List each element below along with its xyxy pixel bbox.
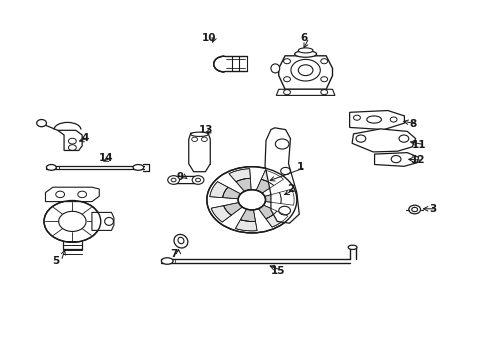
Circle shape: [206, 167, 296, 233]
Polygon shape: [45, 187, 99, 202]
Polygon shape: [265, 211, 287, 227]
Polygon shape: [264, 128, 299, 223]
Circle shape: [290, 59, 320, 81]
Text: 2: 2: [287, 184, 294, 194]
Ellipse shape: [46, 165, 56, 170]
Ellipse shape: [347, 245, 356, 249]
Polygon shape: [211, 206, 231, 222]
Text: 1: 1: [297, 162, 304, 172]
Polygon shape: [92, 212, 114, 230]
Polygon shape: [251, 200, 276, 219]
Text: 9: 9: [176, 172, 183, 182]
Text: 10: 10: [202, 33, 216, 43]
Circle shape: [37, 120, 46, 127]
Polygon shape: [235, 178, 251, 200]
Ellipse shape: [133, 165, 143, 170]
Circle shape: [167, 176, 179, 184]
Polygon shape: [235, 220, 257, 231]
Ellipse shape: [161, 258, 173, 264]
Polygon shape: [261, 170, 283, 185]
Text: 6: 6: [300, 33, 307, 43]
Polygon shape: [349, 111, 404, 130]
Polygon shape: [58, 130, 82, 150]
Polygon shape: [251, 179, 273, 200]
Text: 14: 14: [99, 153, 114, 163]
Ellipse shape: [298, 48, 312, 53]
Polygon shape: [374, 153, 418, 166]
Polygon shape: [168, 176, 202, 184]
Polygon shape: [351, 129, 415, 152]
Text: 3: 3: [428, 204, 435, 214]
Polygon shape: [240, 200, 255, 221]
Circle shape: [238, 190, 265, 210]
Polygon shape: [223, 200, 251, 215]
Ellipse shape: [190, 132, 208, 136]
Polygon shape: [276, 89, 334, 95]
Text: 13: 13: [199, 125, 213, 135]
Polygon shape: [188, 133, 210, 172]
Text: 8: 8: [409, 119, 416, 129]
Polygon shape: [228, 169, 250, 182]
Text: 4: 4: [81, 132, 89, 143]
Polygon shape: [251, 192, 281, 203]
Ellipse shape: [270, 64, 279, 73]
Ellipse shape: [294, 51, 316, 57]
Text: 11: 11: [411, 140, 426, 150]
Polygon shape: [278, 56, 332, 89]
Polygon shape: [279, 189, 293, 205]
Text: 15: 15: [270, 266, 285, 276]
Text: 7: 7: [169, 249, 177, 259]
Text: 5: 5: [53, 256, 60, 266]
Circle shape: [192, 176, 203, 184]
Circle shape: [44, 201, 101, 242]
Ellipse shape: [174, 234, 187, 248]
Polygon shape: [209, 182, 227, 198]
Polygon shape: [222, 187, 251, 200]
Text: 12: 12: [410, 155, 425, 165]
